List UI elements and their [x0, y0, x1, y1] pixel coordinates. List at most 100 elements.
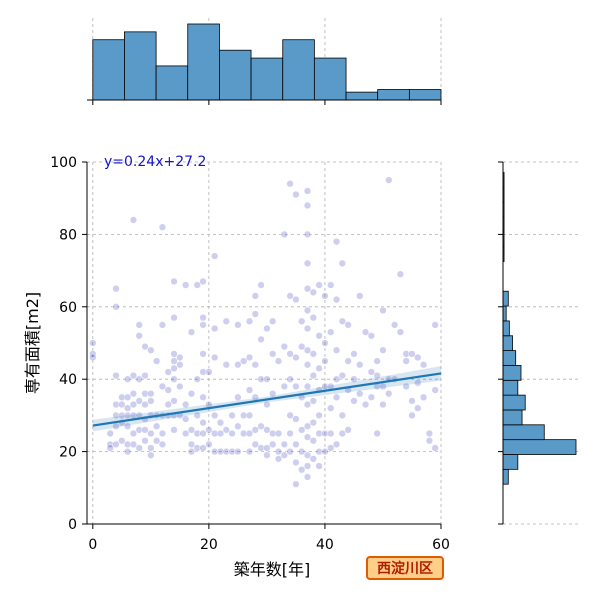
scatter-point: [152, 437, 161, 445]
scatter-point: [367, 332, 376, 340]
scatter-point: [251, 292, 259, 300]
scatter-point: [315, 281, 323, 289]
scatter-point: [338, 429, 346, 438]
y-tick-label: 0: [68, 517, 77, 533]
scatter-point: [129, 216, 138, 224]
scatter-point: [164, 386, 172, 394]
x-histogram-bar: [124, 31, 157, 101]
scatter-point: [286, 350, 294, 358]
scatter-point: [402, 382, 410, 391]
scatter-point: [286, 447, 294, 456]
scatter-point: [234, 447, 242, 456]
scatter-point: [118, 393, 126, 401]
regression-equation-label: y=0.24x+27.2: [104, 154, 206, 170]
scatter-point: [356, 390, 364, 398]
scatter-point: [327, 404, 335, 412]
scatter-point: [118, 400, 126, 409]
scatter-point: [199, 350, 207, 358]
scatter-point: [332, 393, 341, 401]
scatter-point: [396, 270, 405, 278]
scatter-point: [216, 429, 225, 438]
scatter-point: [303, 324, 312, 333]
scatter-point: [425, 437, 434, 445]
scatter-point: [303, 462, 312, 470]
scatter-point: [251, 361, 259, 369]
scatter-point: [298, 447, 306, 456]
y-histogram-bar: [502, 350, 517, 366]
scatter-point: [309, 437, 317, 445]
scatter-point: [280, 451, 288, 459]
scatter-point: [373, 429, 381, 438]
scatter-point: [141, 371, 149, 380]
scatter-point: [211, 429, 219, 438]
scatter-point: [303, 259, 312, 268]
scatter-point: [338, 317, 346, 325]
scatter-point: [199, 444, 207, 452]
scatter-point: [379, 400, 387, 409]
scatter-point: [408, 350, 416, 358]
scatter-point: [419, 393, 428, 401]
scatter-point: [112, 285, 120, 293]
scatter-point: [135, 332, 143, 340]
scatter-point: [118, 411, 126, 420]
scatter-point: [222, 317, 230, 325]
scatter-point: [292, 440, 300, 449]
scatter-point: [147, 390, 155, 398]
scatter-point: [332, 346, 341, 354]
scatter-point: [176, 353, 184, 362]
scatter-point: [338, 411, 346, 420]
scatter-point: [280, 230, 288, 239]
scatter-point: [193, 375, 201, 383]
x-histogram-bar: [92, 39, 125, 101]
scatter-point: [321, 357, 329, 365]
scatter-point: [170, 375, 178, 383]
scatter-point: [338, 371, 346, 380]
scatter-point: [344, 321, 352, 329]
x-histogram-bar: [250, 57, 284, 101]
x-histogram-bar: [313, 57, 347, 101]
y-tick-label: 60: [59, 300, 77, 316]
scatter-point: [170, 397, 178, 405]
scatter-point: [292, 295, 300, 304]
y-tick-label: 100: [50, 155, 77, 171]
scatter-point: [315, 332, 323, 340]
scatter-point: [408, 411, 416, 420]
scatter-point: [286, 375, 294, 383]
x-histogram-bar: [377, 89, 410, 101]
scatter-point: [263, 324, 271, 333]
scatter-point: [332, 237, 341, 246]
scatter-point: [303, 473, 312, 481]
scatter-point: [193, 444, 201, 452]
scatter-point: [129, 400, 138, 409]
scatter-point: [141, 426, 149, 434]
scatter-point: [385, 176, 393, 184]
scatter-point: [356, 361, 364, 369]
scatter-point: [309, 371, 317, 380]
scatter-point: [245, 317, 254, 325]
scatter-point: [303, 433, 312, 441]
scatter-point: [123, 447, 132, 456]
scatter-point: [135, 375, 143, 383]
scatter-point: [350, 397, 358, 405]
scatter-point: [170, 314, 178, 322]
scatter-point: [205, 440, 213, 449]
scatter-point: [385, 390, 393, 398]
scatter-point: [327, 429, 335, 438]
scatter-point: [106, 444, 114, 452]
scatter-point: [251, 440, 259, 449]
scatter-point: [152, 422, 161, 430]
scatter-point: [118, 437, 126, 445]
scatter-point: [274, 429, 283, 438]
scatter-point: [303, 201, 312, 210]
scatter-point: [269, 350, 277, 358]
scatter-point: [315, 411, 323, 420]
scatter-point: [112, 371, 120, 380]
scatter-point: [321, 339, 329, 347]
scatter-point: [141, 400, 149, 409]
scatter-point: [182, 415, 190, 423]
scatter-point: [292, 415, 300, 423]
scatter-point: [321, 292, 329, 300]
scatter-point: [303, 230, 312, 239]
scatter-point: [292, 382, 300, 391]
scatter-point: [309, 455, 317, 463]
